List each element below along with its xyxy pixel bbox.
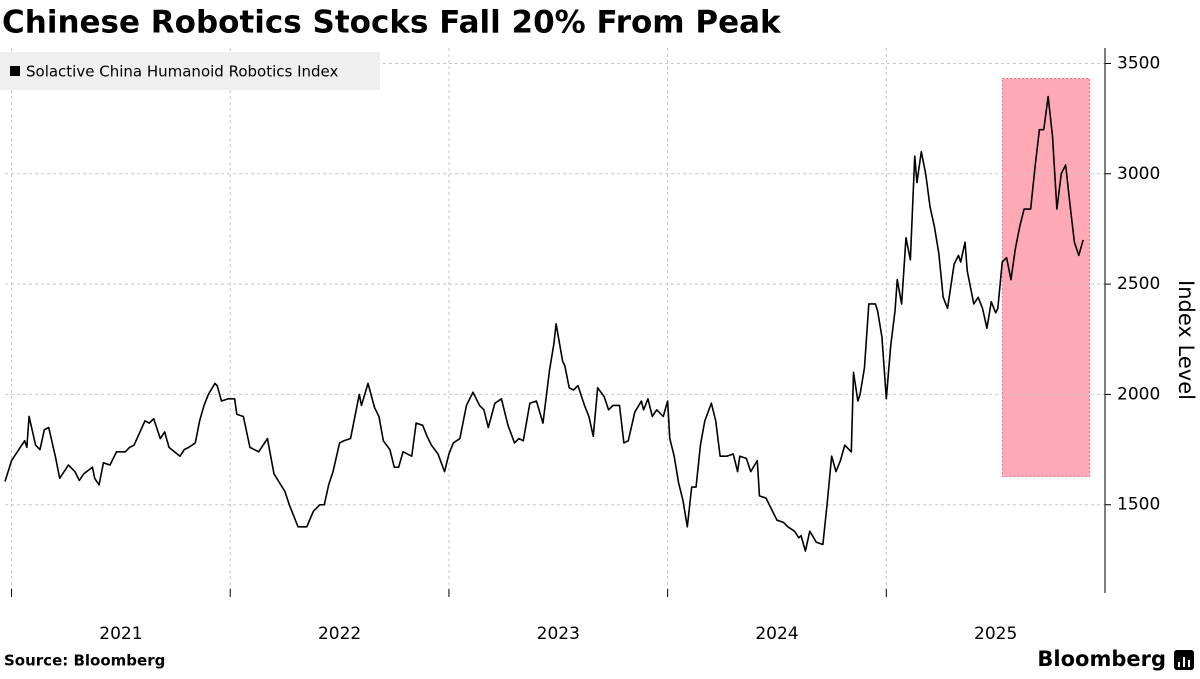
x-tick-label: 2024 bbox=[755, 624, 798, 644]
y-axis-label: Index Level bbox=[1174, 280, 1198, 400]
y-tick-label: 1500 bbox=[1117, 495, 1160, 515]
legend-box bbox=[0, 52, 380, 90]
legend-swatch bbox=[10, 66, 20, 76]
x-tick-label: 2023 bbox=[537, 624, 580, 644]
legend: Solactive China Humanoid Robotics Index bbox=[0, 52, 380, 90]
x-tick-label: 2025 bbox=[974, 624, 1017, 644]
highlight-region bbox=[1001, 78, 1091, 478]
brand-icon-bar bbox=[1188, 660, 1190, 667]
brand: Bloomberg bbox=[1037, 647, 1166, 671]
source: Source: Bloomberg bbox=[4, 652, 165, 670]
y-tick-label: 2000 bbox=[1117, 384, 1160, 404]
y-tick-label: 3000 bbox=[1117, 164, 1160, 184]
y-tick-label: 3500 bbox=[1117, 53, 1160, 73]
brand-icon-bar bbox=[1183, 657, 1185, 667]
legend-label: Solactive China Humanoid Robotics Index bbox=[26, 63, 338, 81]
brand-icon-bar bbox=[1178, 662, 1180, 667]
x-tick-label: 2021 bbox=[99, 624, 142, 644]
chart-title: Chinese Robotics Stocks Fall 20% From Pe… bbox=[2, 5, 782, 41]
series-line bbox=[4, 95, 1084, 552]
brand-icon bbox=[1174, 650, 1194, 670]
x-tick-label: 2022 bbox=[318, 624, 361, 644]
y-tick-label: 2500 bbox=[1117, 274, 1160, 294]
